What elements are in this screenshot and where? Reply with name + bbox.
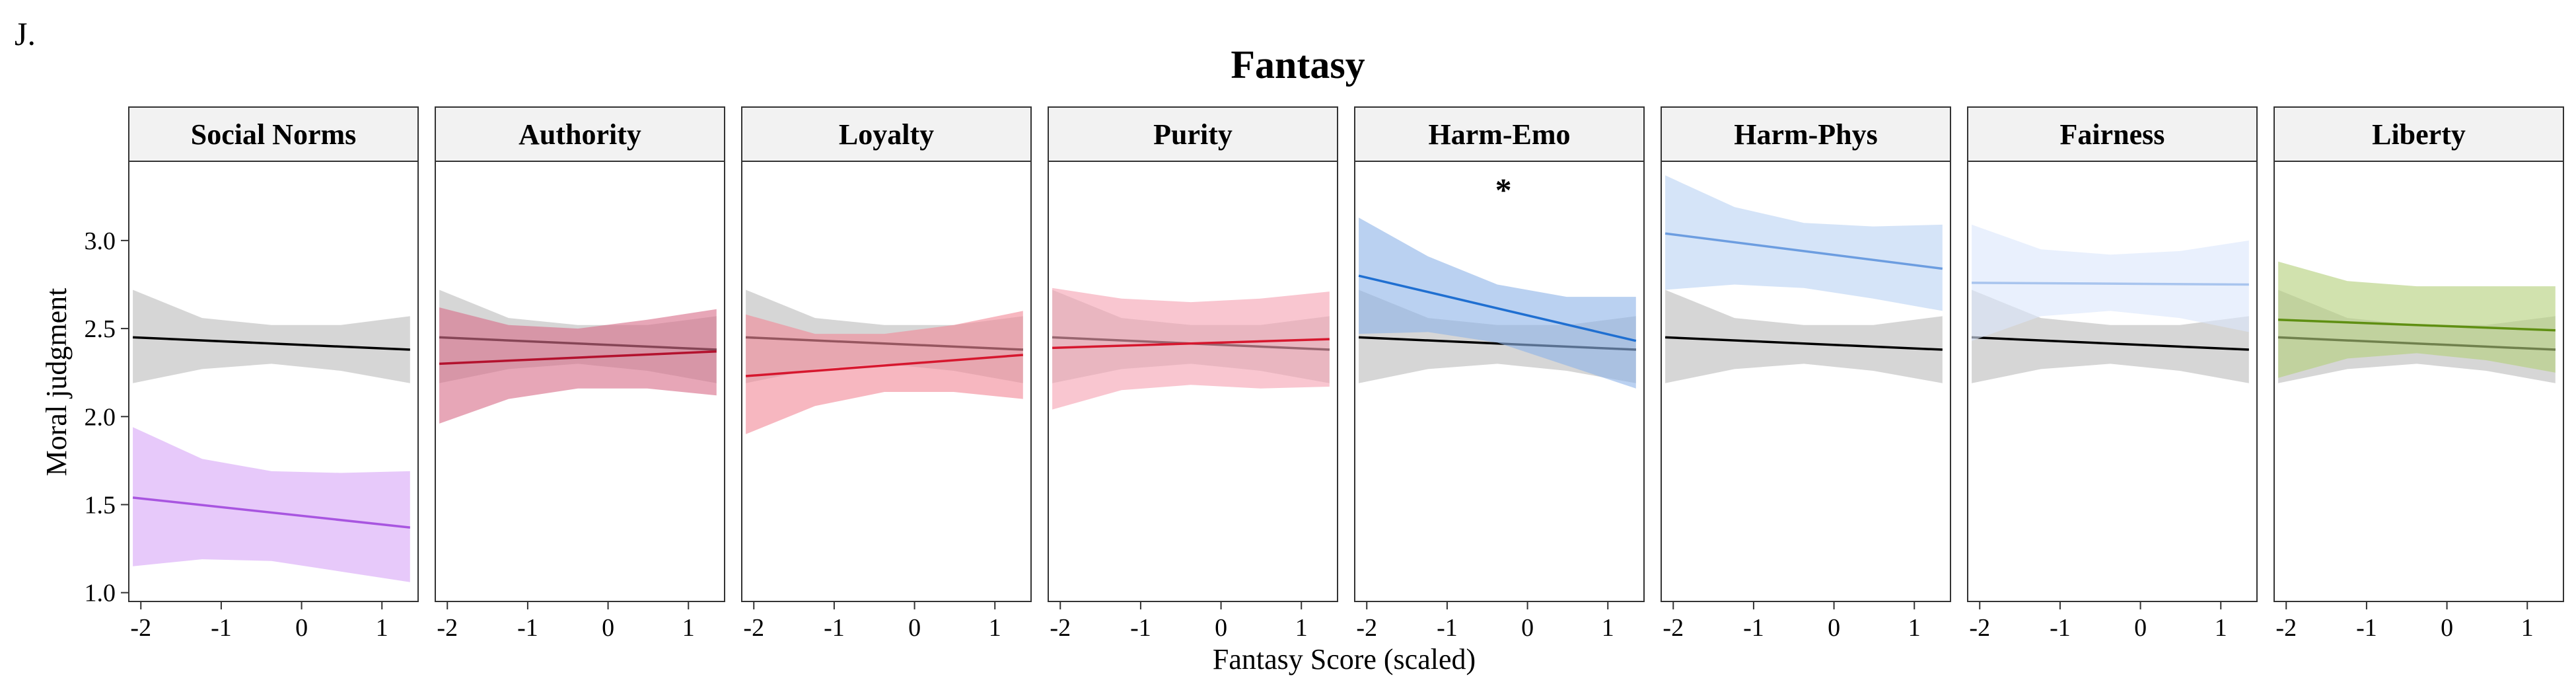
y-axis-label: Moral judgment bbox=[40, 288, 73, 477]
y-tick-label: 3.0 bbox=[85, 227, 116, 255]
series-line bbox=[1664, 232, 1943, 270]
x-tick-label: -2 bbox=[130, 614, 151, 642]
facet-strip-label: Authority bbox=[519, 118, 641, 151]
facet-panel: Harm-Phys -2 -1 0 1 bbox=[1661, 106, 1951, 642]
x-tick-label: 0 bbox=[2134, 614, 2147, 642]
facet-panel: Fairness -2 -1 0 1 bbox=[1967, 106, 2258, 642]
series-line bbox=[745, 354, 1023, 377]
x-tick-label: 1 bbox=[682, 614, 695, 642]
series-line bbox=[439, 350, 717, 366]
series-confidence-band bbox=[1359, 217, 1636, 389]
reference-confidence-band bbox=[1665, 289, 1943, 383]
facet-strip-label: Fairness bbox=[2060, 118, 2165, 151]
x-tick-label: 1 bbox=[376, 614, 388, 642]
x-tick-label: 1 bbox=[1295, 614, 1308, 642]
x-tick-label: -1 bbox=[1743, 614, 1764, 642]
y-axis: 1.0 1.5 2.0 2.5 3.0 bbox=[85, 227, 129, 607]
x-tick-label: 0 bbox=[295, 614, 308, 642]
x-tick-label: -1 bbox=[824, 614, 845, 642]
x-tick-label: -2 bbox=[437, 614, 458, 642]
x-tick-label: 1 bbox=[2215, 614, 2227, 642]
facet-panel: Harm-Emo * -2 -1 0 1 bbox=[1354, 106, 1645, 642]
series-confidence-band bbox=[1665, 175, 1943, 311]
significance-marker: * bbox=[1495, 171, 1512, 208]
facet-plot-area bbox=[2273, 161, 2564, 602]
x-tick-label: 0 bbox=[1828, 614, 1840, 642]
x-tick-label: 0 bbox=[602, 614, 614, 642]
facet-strip-label: Social Norms bbox=[191, 118, 357, 151]
x-tick-label: -2 bbox=[1356, 614, 1377, 642]
facet-strip bbox=[1048, 106, 1338, 162]
x-tick-label: -1 bbox=[2050, 614, 2071, 642]
reference-line bbox=[1665, 336, 1943, 351]
facet-strip bbox=[435, 106, 725, 162]
series-line bbox=[2278, 319, 2556, 332]
y-tick-label: 1.0 bbox=[85, 580, 116, 607]
reference-line bbox=[133, 336, 410, 351]
y-tick-label: 2.0 bbox=[85, 403, 116, 431]
facet-panel: Liberty -2 -1 0 1 bbox=[2273, 106, 2564, 642]
facet-strip-label: Liberty bbox=[2372, 118, 2466, 151]
x-tick-label: -2 bbox=[2275, 614, 2297, 642]
facet-strip bbox=[1661, 106, 1951, 162]
x-tick-label: 0 bbox=[1521, 614, 1534, 642]
x-tick-label: -1 bbox=[2356, 614, 2377, 642]
reference-confidence-band bbox=[133, 289, 410, 383]
x-tick-label: -2 bbox=[1663, 614, 1684, 642]
x-tick-label: 0 bbox=[1215, 614, 1227, 642]
facet-strip bbox=[2273, 106, 2564, 162]
facet-panel: Loyalty -2 -1 0 1 bbox=[741, 106, 1032, 642]
facet-strip bbox=[128, 106, 419, 162]
reference-confidence-band bbox=[1972, 289, 2249, 383]
panel-letter: J. bbox=[15, 15, 36, 52]
series-line bbox=[132, 496, 411, 529]
reference-line bbox=[1972, 336, 2249, 351]
x-tick-label: 1 bbox=[2521, 614, 2534, 642]
facet-strip-label: Harm-Phys bbox=[1734, 118, 1878, 151]
series-line bbox=[1052, 338, 1330, 350]
facet-plot-area bbox=[1967, 161, 2258, 602]
x-tick-label: -1 bbox=[1130, 614, 1151, 642]
series-confidence-band bbox=[1052, 288, 1330, 410]
x-tick-label: -1 bbox=[517, 614, 538, 642]
facet-strip-label: Loyalty bbox=[839, 118, 934, 151]
facet-strip bbox=[741, 106, 1032, 162]
y-tick-label: 1.5 bbox=[85, 491, 116, 519]
series-confidence-band bbox=[2278, 261, 2556, 378]
x-axis-label: Fantasy Score (scaled) bbox=[1213, 643, 1476, 675]
series-line bbox=[1358, 274, 1637, 342]
x-tick-label: 0 bbox=[2441, 614, 2453, 642]
x-tick-label: -1 bbox=[211, 614, 232, 642]
facet-panel: Authority -2 -1 0 1 bbox=[435, 106, 725, 642]
y-tick-label: 2.5 bbox=[85, 315, 116, 343]
x-tick-label: -2 bbox=[1969, 614, 1990, 642]
series-line bbox=[1972, 282, 2249, 286]
x-tick-label: 1 bbox=[1908, 614, 1921, 642]
series-confidence-band bbox=[439, 307, 717, 424]
facet-strip-label: Purity bbox=[1153, 118, 1233, 151]
facet-panel: Social Norms -2 -1 0 1 bbox=[128, 106, 419, 642]
series-confidence-band bbox=[133, 427, 410, 582]
x-tick-label: 1 bbox=[989, 614, 1001, 642]
series-confidence-band bbox=[746, 311, 1023, 434]
facet-panel: Purity -2 -1 0 1 bbox=[1048, 106, 1338, 642]
x-tick-label: -2 bbox=[743, 614, 764, 642]
x-tick-label: 0 bbox=[908, 614, 921, 642]
x-tick-label: 1 bbox=[1602, 614, 1614, 642]
x-tick-label: -1 bbox=[1437, 614, 1458, 642]
x-tick-label: -2 bbox=[1050, 614, 1071, 642]
facet-strip bbox=[1967, 106, 2258, 162]
facet-plot-area bbox=[1354, 161, 1645, 602]
chart-title: Fantasy bbox=[1231, 43, 1365, 87]
facet-strip-label: Harm-Emo bbox=[1428, 118, 1570, 151]
